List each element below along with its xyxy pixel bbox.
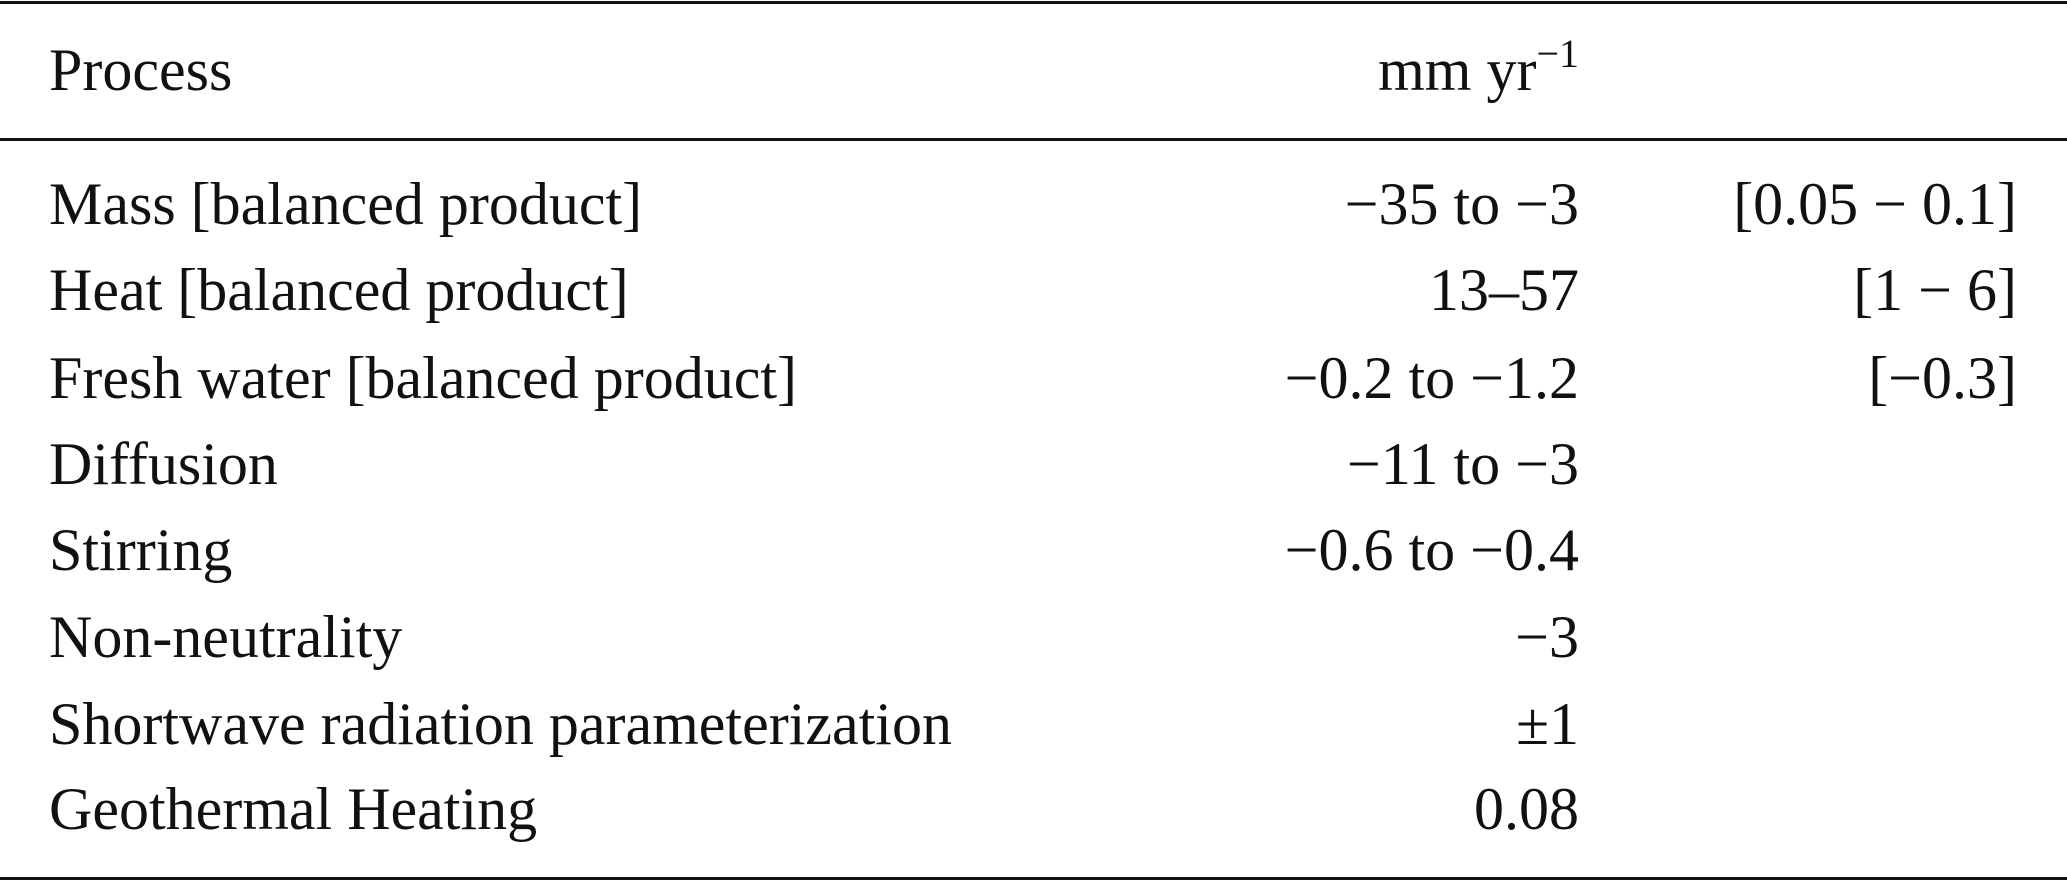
top-rule [0,1,2067,4]
cell-bracket: [0.05 − 0.1] [1733,171,2017,237]
header-unit: mm yr−1 [1378,34,1579,103]
cell-range: ±1 [1516,691,1579,757]
header-process: Process [49,37,233,103]
cell-bracket: [1 − 6] [1853,257,2017,323]
cell-process: Stirring [49,517,233,583]
cell-process: Diffusion [49,431,278,497]
cell-range: 13–57 [1429,257,1579,323]
cell-bracket: [−0.3] [1868,345,2017,411]
cell-process: Heat [balanced product] [49,257,629,323]
cell-range: −11 to −3 [1346,431,1579,497]
cell-range: −0.2 to −1.2 [1284,345,1579,411]
cell-process: Geothermal Heating [49,776,538,842]
cell-process: Shortwave radiation parameterization [49,691,952,757]
unit-exponent: −1 [1536,31,1579,76]
cell-process: Mass [balanced product] [49,171,643,237]
unit-base: mm yr [1378,37,1537,103]
cell-process: Fresh water [balanced product] [49,345,798,411]
header-rule [0,138,2067,141]
cell-range: −0.6 to −0.4 [1284,517,1579,583]
cell-range: −3 [1515,604,1579,670]
cell-range: 0.08 [1474,776,1579,842]
cell-process: Non-neutrality [49,604,403,670]
bottom-rule [0,877,2067,880]
cell-range: −35 to −3 [1344,171,1579,237]
